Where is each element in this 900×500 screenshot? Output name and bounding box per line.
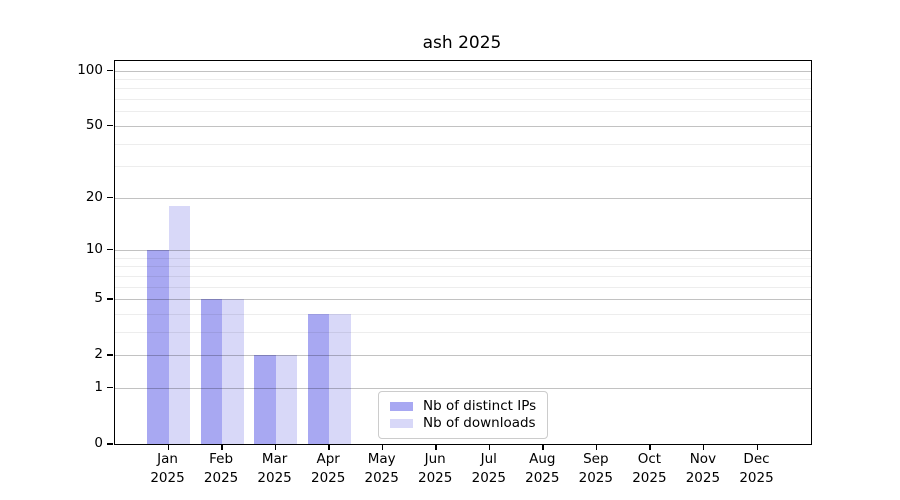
bar-mar-distinct-ips xyxy=(254,355,276,444)
gridline-minor-7 xyxy=(115,275,811,277)
x-tick-label-may: May 2025 xyxy=(364,451,399,486)
legend-swatch-distinct-ips-icon xyxy=(390,402,413,411)
plot-area xyxy=(114,60,812,445)
gridline-major-100 xyxy=(115,70,811,72)
gridline-minor-80 xyxy=(115,88,811,90)
gridline-major-1 xyxy=(115,387,811,389)
legend-label-distinct-ips: Nb of distinct IPs xyxy=(423,398,537,414)
x-tick-mark-sep xyxy=(595,444,598,450)
gridline-minor-8 xyxy=(115,266,811,268)
x-tick-label-nov: Nov 2025 xyxy=(685,451,721,486)
legend-label-downloads: Nb of downloads xyxy=(423,415,536,431)
x-tick-label-aug: Aug 2025 xyxy=(525,451,560,486)
bar-feb-downloads xyxy=(222,299,244,444)
y-tick-mark-0 xyxy=(106,443,113,445)
x-tick-label-apr: Apr 2025 xyxy=(311,451,346,486)
x-tick-mark-jan xyxy=(167,444,169,450)
gridline-minor-4 xyxy=(115,313,811,315)
gridline-major-20 xyxy=(115,197,811,199)
x-tick-mark-oct xyxy=(649,444,651,450)
x-tick-mark-may xyxy=(381,444,384,450)
legend-item-downloads: Nb of downloads xyxy=(390,415,536,432)
y-tick-mark-1 xyxy=(106,386,113,389)
bar-apr-distinct-ips xyxy=(307,313,330,444)
x-tick-label-oct: Oct 2025 xyxy=(632,451,667,486)
y-tick-label-20: 20 xyxy=(85,188,103,205)
gridline-major-5 xyxy=(115,299,811,300)
x-tick-mark-dec xyxy=(756,444,758,450)
y-tick-label-0: 0 xyxy=(94,435,103,451)
legend-item-distinct-ips: Nb of distinct IPs xyxy=(390,398,536,415)
bar-feb-distinct-ips xyxy=(200,299,223,444)
x-tick-mark-jun xyxy=(435,444,437,450)
y-tick-label-2: 2 xyxy=(94,346,103,363)
legend: Nb of distinct IPs Nb of downloads xyxy=(378,391,549,439)
y-tick-mark-20 xyxy=(106,196,113,199)
y-tick-label-10: 10 xyxy=(85,240,103,257)
x-tick-mark-mar xyxy=(274,444,277,450)
bar-apr-downloads xyxy=(329,313,351,444)
x-tick-label-mar: Mar 2025 xyxy=(257,451,292,486)
y-tick-label-5: 5 xyxy=(94,290,103,306)
y-tick-mark-2 xyxy=(106,354,113,356)
x-tick-mark-apr xyxy=(328,444,330,450)
x-tick-label-jul: Jul 2025 xyxy=(471,451,506,486)
gridline-major-10 xyxy=(115,249,811,251)
gridline-minor-30 xyxy=(115,166,811,168)
y-tick-mark-100 xyxy=(106,69,113,71)
gridline-minor-6 xyxy=(115,286,811,288)
y-tick-label-50: 50 xyxy=(85,116,103,133)
x-tick-label-feb: Feb 2025 xyxy=(203,451,239,486)
x-tick-mark-feb xyxy=(221,444,223,450)
bar-jan-distinct-ips xyxy=(147,249,169,444)
bar-mar-downloads xyxy=(275,355,298,444)
y-tick-mark-5 xyxy=(106,298,113,300)
y-tick-label-1: 1 xyxy=(94,378,103,395)
x-tick-mark-nov xyxy=(702,444,705,450)
y-tick-label-100: 100 xyxy=(77,61,103,78)
gridline-minor-90 xyxy=(115,78,811,80)
y-tick-mark-10 xyxy=(106,248,113,251)
x-tick-label-dec: Dec 2025 xyxy=(739,451,774,486)
x-tick-label-sep: Sep 2025 xyxy=(578,451,613,486)
bar-jan-downloads xyxy=(168,205,191,444)
x-tick-label-jun: Jun 2025 xyxy=(418,451,453,486)
gridline-minor-60 xyxy=(115,111,811,113)
x-tick-label-jan: Jan 2025 xyxy=(150,451,185,486)
gridline-minor-3 xyxy=(115,331,811,333)
gridline-major-2 xyxy=(115,355,811,357)
x-tick-mark-jul xyxy=(488,444,491,450)
y-tick-mark-50 xyxy=(106,124,113,127)
legend-swatch-downloads-icon xyxy=(390,419,413,428)
gridline-minor-70 xyxy=(115,99,811,100)
gridline-minor-9 xyxy=(115,257,811,259)
x-tick-mark-aug xyxy=(542,444,544,450)
gridline-minor-40 xyxy=(115,143,811,145)
chart-title: ash 2025 xyxy=(422,33,502,53)
gridline-major-50 xyxy=(115,125,811,127)
